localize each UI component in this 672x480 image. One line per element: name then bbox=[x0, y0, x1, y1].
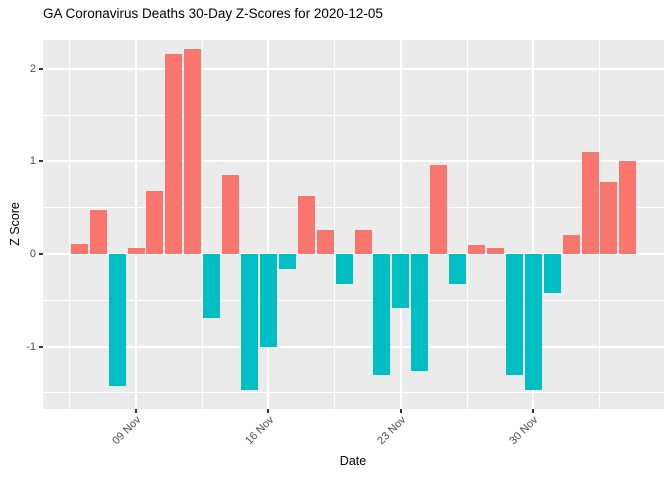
bar bbox=[562, 234, 580, 254]
bar bbox=[241, 254, 259, 391]
v-major-gridline bbox=[135, 40, 138, 409]
v-minor-gridline bbox=[466, 40, 468, 409]
bar bbox=[127, 248, 145, 254]
y-tick-label: -1 bbox=[26, 340, 36, 353]
v-minor-gridline bbox=[334, 40, 336, 409]
h-minor-gridline bbox=[43, 299, 664, 301]
bar bbox=[354, 229, 372, 254]
h-major-gridline bbox=[43, 345, 664, 348]
x-tick-mark bbox=[135, 409, 138, 413]
v-minor-gridline bbox=[598, 40, 600, 409]
bar bbox=[373, 254, 391, 376]
v-minor-gridline bbox=[201, 40, 203, 409]
bar bbox=[203, 254, 221, 318]
bar bbox=[524, 254, 542, 391]
v-minor-gridline bbox=[69, 40, 71, 409]
bar bbox=[600, 181, 618, 254]
bar bbox=[505, 254, 523, 376]
bar bbox=[581, 152, 599, 254]
v-major-gridline bbox=[267, 40, 270, 409]
y-tick-label: 1 bbox=[29, 155, 36, 168]
bar bbox=[184, 49, 202, 254]
y-tick-mark bbox=[39, 67, 43, 70]
h-major-gridline bbox=[43, 160, 664, 163]
bar bbox=[222, 175, 240, 254]
x-tick-label: 16 Nov bbox=[242, 414, 276, 448]
v-major-gridline bbox=[399, 40, 402, 409]
bar bbox=[89, 210, 107, 254]
bar bbox=[543, 254, 561, 293]
bar bbox=[430, 165, 448, 254]
bar bbox=[392, 254, 410, 308]
bar bbox=[335, 254, 353, 284]
y-tick-mark bbox=[39, 160, 43, 163]
chart-title: GA Coronavirus Deaths 30-Day Z-Scores fo… bbox=[43, 6, 383, 21]
bar bbox=[108, 254, 126, 386]
h-minor-gridline bbox=[43, 392, 664, 394]
bar bbox=[411, 254, 429, 371]
h-minor-gridline bbox=[43, 114, 664, 116]
bar bbox=[449, 254, 467, 284]
bar bbox=[468, 244, 485, 254]
bar bbox=[146, 191, 164, 254]
x-tick-label: 30 Nov bbox=[507, 414, 541, 448]
bar bbox=[259, 254, 277, 347]
x-axis-title: Date bbox=[339, 454, 367, 468]
plot-panel bbox=[43, 40, 664, 409]
h-major-gridline bbox=[43, 67, 664, 70]
x-tick-mark bbox=[532, 409, 535, 413]
h-major-gridline bbox=[43, 253, 664, 255]
y-tick-mark bbox=[39, 253, 43, 255]
x-tick-mark bbox=[267, 409, 270, 413]
y-tick-mark bbox=[39, 345, 43, 348]
bar bbox=[619, 161, 637, 254]
x-tick-label: 09 Nov bbox=[110, 414, 144, 448]
bar bbox=[486, 248, 504, 254]
bar bbox=[165, 53, 183, 254]
y-axis-title: Z Score bbox=[8, 202, 22, 246]
bar bbox=[70, 243, 88, 254]
bar bbox=[297, 195, 315, 254]
bar bbox=[316, 229, 334, 254]
x-tick-mark bbox=[399, 409, 402, 413]
x-tick-label: 23 Nov bbox=[375, 414, 409, 448]
y-tick-label: 2 bbox=[29, 62, 36, 75]
v-major-gridline bbox=[532, 40, 535, 409]
h-minor-gridline bbox=[43, 207, 664, 209]
y-tick-label: 0 bbox=[29, 248, 36, 260]
bar bbox=[278, 254, 296, 269]
